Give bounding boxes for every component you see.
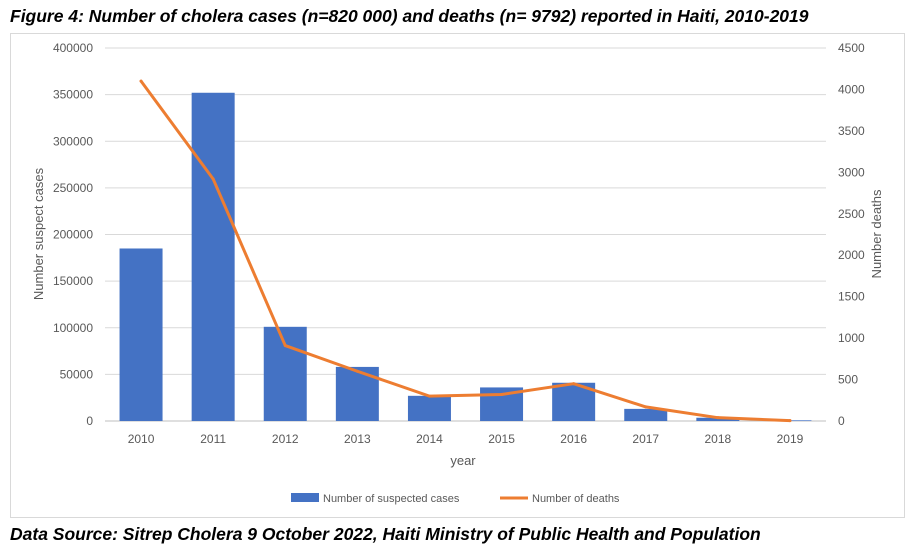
line-point <box>211 177 215 181</box>
line-point <box>355 369 359 373</box>
line-point <box>427 394 431 398</box>
y2-tick-label: 4000 <box>838 82 865 96</box>
line-point <box>788 419 792 423</box>
y2-tick-label: 0 <box>838 414 845 428</box>
y2-tick-label: 1500 <box>838 290 865 304</box>
x-tick-label: 2015 <box>488 432 515 446</box>
legend-label-deaths: Number of deaths <box>532 493 620 505</box>
source-note: Data Source: Sitrep Cholera 9 October 20… <box>10 524 761 544</box>
y-axis-title: Number suspect cases <box>31 167 46 300</box>
y2-tick-label: 2000 <box>838 248 865 262</box>
x-tick-label: 2014 <box>416 432 443 446</box>
x-tick-label: 2012 <box>272 432 299 446</box>
bar <box>624 408 668 421</box>
line-point <box>139 79 143 83</box>
line-point <box>283 344 287 348</box>
x-tick-label: 2019 <box>777 432 804 446</box>
y2-tick-label: 2500 <box>838 207 865 221</box>
bar <box>263 326 307 421</box>
bar <box>696 417 740 421</box>
y-tick-label: 200000 <box>53 228 93 242</box>
legend: Number of suspected cases Number of death… <box>291 493 620 505</box>
x-tick-label: 2017 <box>632 432 659 446</box>
x-axis-title: year <box>450 453 476 468</box>
line-point <box>500 392 504 396</box>
y-tick-label: 150000 <box>53 274 93 288</box>
y-tick-label: 50000 <box>60 367 94 381</box>
legend-label-cases: Number of suspected cases <box>323 493 460 505</box>
x-tick-label: 2018 <box>704 432 731 446</box>
line-point <box>716 416 720 420</box>
line-series <box>139 79 792 423</box>
bar <box>119 248 163 421</box>
x-tick-label: 2013 <box>344 432 371 446</box>
line-point <box>572 382 576 386</box>
y-tick-label: 400000 <box>53 41 93 55</box>
y2-tick-label: 500 <box>838 373 858 387</box>
deaths-line <box>139 79 792 423</box>
y-tick-label: 350000 <box>53 88 93 102</box>
chart-area <box>10 33 905 518</box>
bar-series <box>119 92 812 421</box>
bar <box>191 92 235 421</box>
y2-tick-label: 3000 <box>838 165 865 179</box>
line-point <box>644 405 648 409</box>
tick-labels: 0 50000 100000 150000 200000 250000 300000 3500… <box>53 41 865 446</box>
x-tick-label: 2011 <box>200 432 226 446</box>
bar <box>407 395 451 421</box>
y-tick-label: 0 <box>86 414 93 428</box>
x-tick-label: 2010 <box>128 432 155 446</box>
x-tick-label: 2016 <box>560 432 587 446</box>
y-tick-label: 300000 <box>53 134 93 148</box>
figure-title: Figure 4: Number of cholera cases (n=820… <box>10 6 809 26</box>
y2-axis-title: Number deaths <box>869 189 884 278</box>
legend-swatch-cases <box>291 493 319 502</box>
y-tick-label: 100000 <box>53 321 93 335</box>
y2-tick-label: 3500 <box>838 124 865 138</box>
y2-tick-label: 4500 <box>838 41 865 55</box>
y-tick-label: 250000 <box>53 181 93 195</box>
y2-tick-label: 1000 <box>838 331 865 345</box>
